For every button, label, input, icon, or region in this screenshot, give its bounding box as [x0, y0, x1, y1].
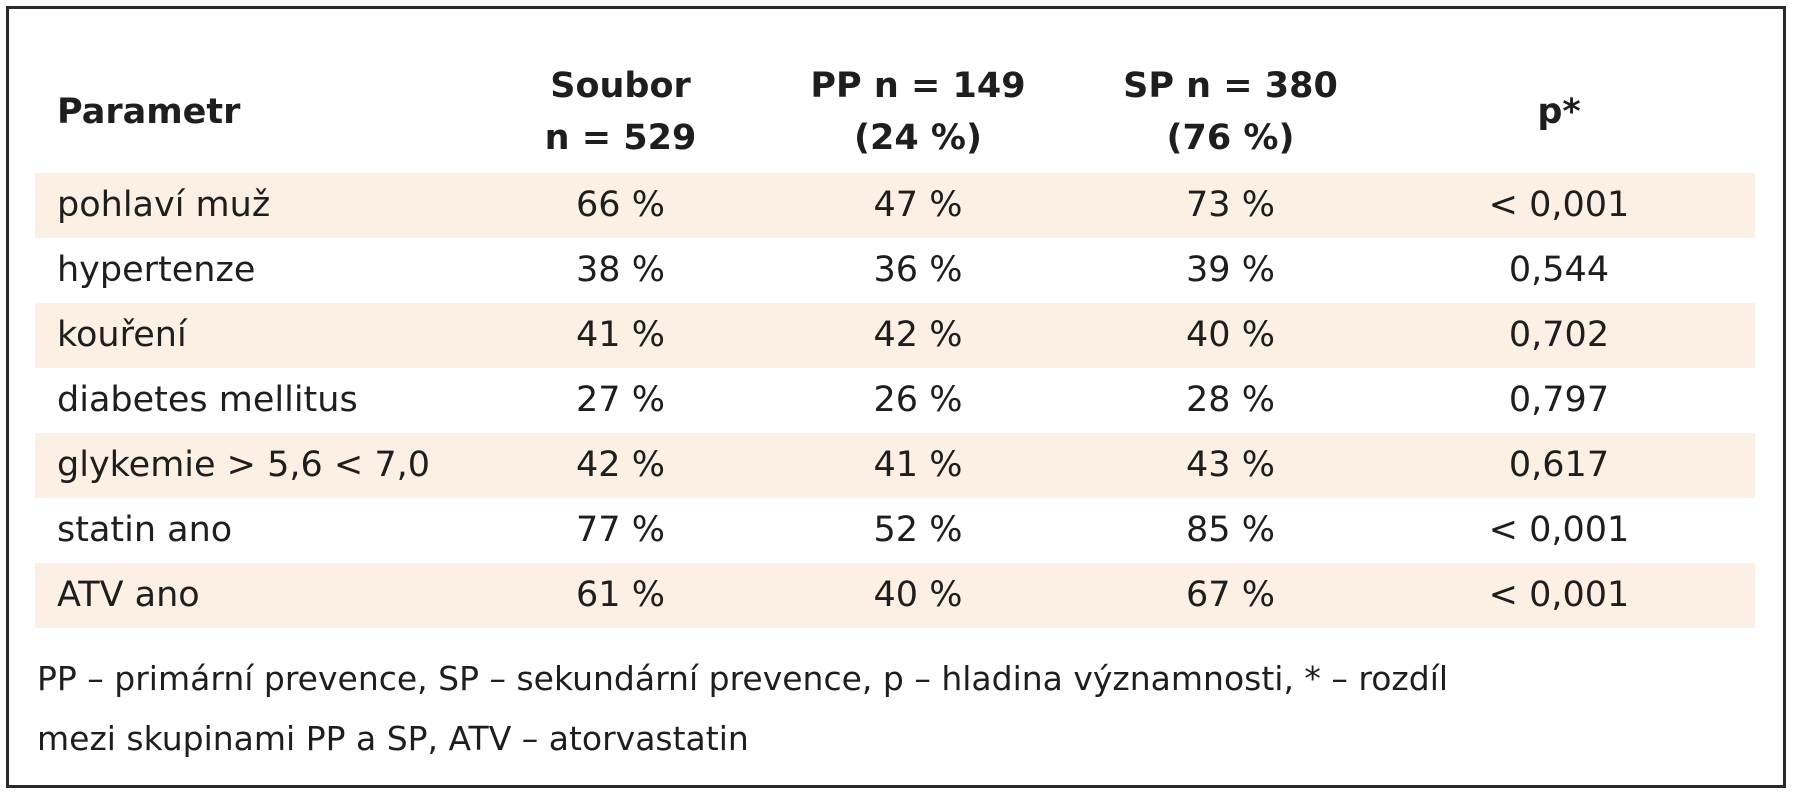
row-label: statin ano — [57, 510, 233, 550]
table-row: glykemie > 5,6 < 7,0 42 % 41 % 43 % 0,61… — [35, 433, 1755, 498]
footnote-line-2: mezi skupinami PP a SP, ATV – atorvastat… — [37, 719, 749, 758]
table-row: diabetes mellitus 27 % 26 % 28 % 0,797 — [35, 368, 1755, 433]
cell-soubor: 27 % — [576, 380, 665, 420]
table-row: pohlaví muž 66 % 47 % 73 % < 0,001 — [35, 173, 1755, 238]
table-row: kouření 41 % 42 % 40 % 0,702 — [35, 303, 1755, 368]
cell-sp: 40 % — [1098, 303, 1363, 368]
header-soubor: Soubor n = 529 — [503, 51, 738, 173]
cell-pp: 41 % — [738, 433, 1098, 498]
header-sp: SP n = 380 (76 %) — [1098, 51, 1363, 173]
cell-sp: 43 % — [1098, 433, 1363, 498]
cell-p: < 0,001 — [1363, 563, 1755, 628]
row-label: hypertenze — [57, 250, 256, 290]
row-label: glykemie > 5,6 < 7,0 — [35, 433, 503, 498]
cell-pp: 26 % — [873, 380, 963, 420]
header-p: p* — [1363, 51, 1755, 173]
cell-pp: 42 % — [738, 303, 1098, 368]
cell-soubor: 41 % — [503, 303, 738, 368]
cell-soubor: 61 % — [503, 563, 738, 628]
table-row: statin ano 77 % 52 % 85 % < 0,001 — [35, 498, 1755, 563]
cell-soubor: 38 % — [576, 250, 665, 290]
header-parametr-label: Parametr — [57, 92, 241, 132]
cell-p: < 0,001 — [1488, 510, 1630, 550]
header-p-label: p* — [1537, 92, 1581, 132]
table-frame: Parametr Soubor n = 529 PP n = 149 (24 %… — [6, 6, 1786, 788]
footnote-line-1: PP – primární prevence, SP – sekundární … — [37, 659, 1449, 698]
cell-soubor: 77 % — [576, 510, 665, 550]
header-sp-line1: SP n = 380 — [1123, 66, 1338, 106]
header-parametr: Parametr — [35, 51, 503, 173]
header-pp-line2: (24 %) — [854, 118, 982, 158]
cell-sp: 73 % — [1098, 173, 1363, 238]
header-pp: PP n = 149 (24 %) — [738, 51, 1098, 173]
header-soubor-line1: Soubor — [550, 66, 691, 106]
cell-pp: 47 % — [738, 173, 1098, 238]
cell-pp: 52 % — [873, 510, 963, 550]
cell-p: 0,617 — [1363, 433, 1755, 498]
cell-soubor: 42 % — [503, 433, 738, 498]
data-table: Parametr Soubor n = 529 PP n = 149 (24 %… — [35, 51, 1755, 628]
table-footnote: PP – primární prevence, SP – sekundární … — [37, 649, 1767, 769]
header-soubor-line2: n = 529 — [544, 118, 697, 158]
cell-sp: 28 % — [1186, 380, 1275, 420]
row-label: ATV ano — [35, 563, 503, 628]
table-header-row: Parametr Soubor n = 529 PP n = 149 (24 %… — [35, 51, 1755, 173]
cell-pp: 40 % — [738, 563, 1098, 628]
cell-sp: 39 % — [1186, 250, 1275, 290]
cell-sp: 67 % — [1098, 563, 1363, 628]
cell-pp: 36 % — [873, 250, 963, 290]
row-label: diabetes mellitus — [57, 380, 358, 420]
table-row: hypertenze 38 % 36 % 39 % 0,544 — [35, 238, 1755, 303]
cell-sp: 85 % — [1186, 510, 1275, 550]
header-sp-line2: (76 %) — [1166, 118, 1295, 158]
cell-soubor: 66 % — [503, 173, 738, 238]
table-row: ATV ano 61 % 40 % 67 % < 0,001 — [35, 563, 1755, 628]
row-label: kouření — [35, 303, 503, 368]
cell-p: 0,544 — [1508, 250, 1610, 290]
cell-p: 0,797 — [1508, 380, 1610, 420]
row-label: pohlaví muž — [35, 173, 503, 238]
header-pp-line1: PP n = 149 — [810, 66, 1026, 106]
cell-p: < 0,001 — [1363, 173, 1755, 238]
cell-p: 0,702 — [1363, 303, 1755, 368]
